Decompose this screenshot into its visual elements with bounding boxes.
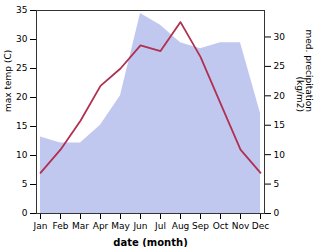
svg-text:Sep: Sep bbox=[192, 221, 209, 231]
svg-text:Oct: Oct bbox=[213, 221, 229, 231]
svg-text:20: 20 bbox=[16, 92, 28, 102]
svg-text:10: 10 bbox=[16, 150, 28, 160]
svg-text:Dec: Dec bbox=[252, 221, 269, 231]
svg-text:30: 30 bbox=[274, 32, 286, 42]
svg-text:Jun: Jun bbox=[132, 221, 147, 231]
svg-text:25: 25 bbox=[16, 63, 27, 73]
svg-text:10: 10 bbox=[274, 150, 286, 160]
svg-text:15: 15 bbox=[16, 121, 27, 131]
svg-text:May: May bbox=[111, 221, 130, 231]
svg-text:Mar: Mar bbox=[72, 221, 89, 231]
svg-text:0: 0 bbox=[274, 208, 280, 218]
svg-text:Nov: Nov bbox=[232, 221, 250, 231]
svg-text:date (month): date (month) bbox=[113, 237, 187, 247]
svg-text:25: 25 bbox=[274, 61, 285, 71]
svg-text:5: 5 bbox=[274, 179, 280, 189]
svg-text:15: 15 bbox=[274, 120, 285, 130]
svg-text:Jul: Jul bbox=[154, 221, 166, 231]
svg-text:30: 30 bbox=[16, 34, 28, 44]
svg-text:0: 0 bbox=[22, 208, 28, 218]
svg-text:med. precipitation(kg/m2): med. precipitation(kg/m2) bbox=[295, 30, 314, 112]
svg-text:Apr: Apr bbox=[93, 221, 109, 231]
svg-text:5: 5 bbox=[22, 179, 28, 189]
svg-text:Jan: Jan bbox=[33, 221, 48, 231]
svg-text:Aug: Aug bbox=[172, 221, 190, 231]
svg-text:35: 35 bbox=[16, 5, 27, 15]
svg-text:max temp (C): max temp (C) bbox=[3, 50, 13, 112]
svg-text:20: 20 bbox=[274, 91, 286, 101]
svg-text:Feb: Feb bbox=[53, 221, 69, 231]
